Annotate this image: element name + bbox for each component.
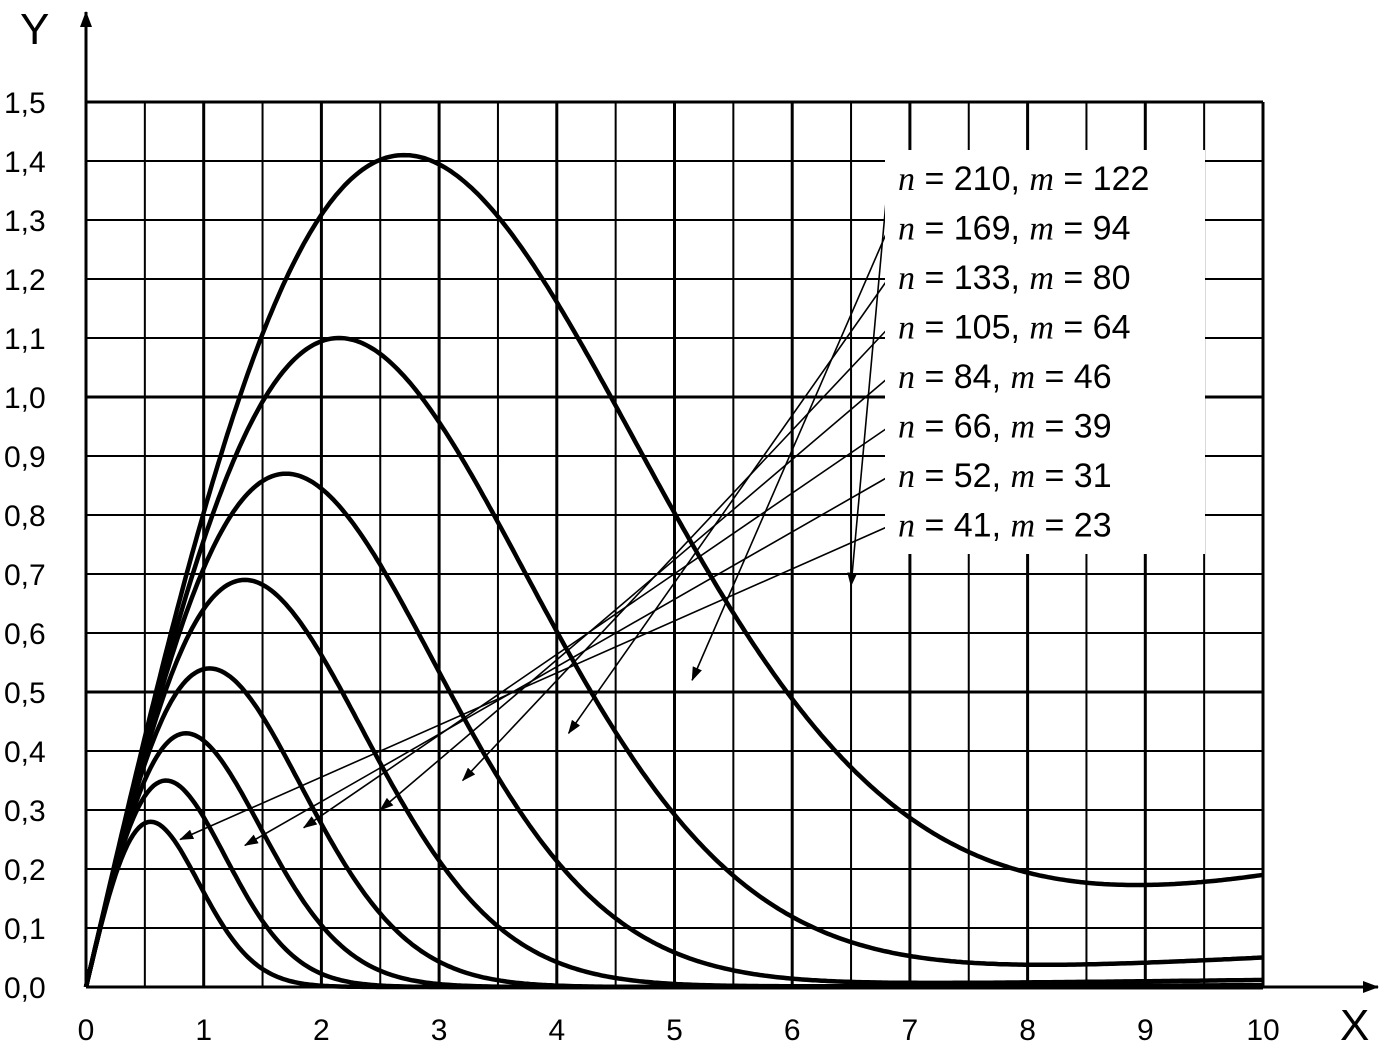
x-tick-label: 0 — [78, 1014, 95, 1047]
tick-labels: 0 1 2 3 4 5 6 7 8 9 10 0,0 0,1 0,2 0,3 0,4 0,5 0,6 0,7 0,8 0… — [4, 87, 1280, 1047]
series-line — [83, 819, 1263, 990]
legend-entry: n = 84, m = 46 — [898, 358, 1112, 396]
x-tick-label: 7 — [902, 1014, 919, 1047]
legend-arrow — [691, 229, 889, 682]
x-tick-label: 3 — [431, 1014, 448, 1047]
legend-arrow — [379, 377, 889, 811]
legend-entry: n = 52, m = 31 — [898, 457, 1112, 495]
x-tick-label: 2 — [313, 1014, 330, 1047]
y-tick-label: 1,5 — [4, 87, 46, 120]
series-line — [83, 471, 1264, 988]
legend-arrow — [567, 278, 889, 735]
y-tick-label: 1,3 — [4, 205, 46, 238]
y-tick-label: 0,7 — [4, 559, 46, 592]
x-axis-label: X — [1340, 1001, 1369, 1048]
y-tick-label: 0,3 — [4, 795, 46, 828]
series-line — [83, 335, 1264, 988]
legend-entry: n = 105, m = 64 — [898, 309, 1131, 347]
y-tick-label: 0,6 — [4, 618, 46, 651]
y-tick-label: 0,9 — [4, 441, 46, 474]
y-tick-label: 1,4 — [4, 146, 46, 179]
legend-arrow — [179, 525, 889, 841]
y-tick-label: 1,2 — [4, 264, 46, 297]
y-tick-label: 0,0 — [4, 972, 46, 1005]
legend: n = 210, m = 122 n = 169, m = 94 n = 133, … — [898, 160, 1149, 545]
legend-entry: n = 133, m = 80 — [898, 259, 1131, 297]
x-tick-label: 8 — [1019, 1014, 1036, 1047]
x-tick-label: 5 — [666, 1014, 683, 1047]
series-curves — [83, 152, 1264, 990]
legend-arrow — [302, 426, 889, 829]
legend-arrow — [461, 327, 889, 782]
legend-entry: n = 41, m = 23 — [898, 507, 1112, 545]
x-tick-label: 4 — [548, 1014, 565, 1047]
x-tick-label: 1 — [195, 1014, 212, 1047]
legend-arrows — [179, 179, 889, 847]
legend-arrow — [244, 476, 889, 847]
series-line — [83, 152, 1264, 988]
x-tick-label: 10 — [1246, 1014, 1279, 1047]
y-tick-label: 1,0 — [4, 382, 46, 415]
legend-entry: n = 169, m = 94 — [898, 210, 1131, 248]
legend-entry: n = 210, m = 122 — [898, 160, 1149, 198]
legend-arrow — [847, 179, 889, 587]
x-tick-label: 6 — [784, 1014, 801, 1047]
y-tick-label: 0,4 — [4, 736, 46, 769]
y-axis-label: Y — [20, 5, 49, 54]
legend-entry: n = 66, m = 39 — [898, 408, 1112, 446]
x-tick-label: 9 — [1137, 1014, 1154, 1047]
y-tick-label: 0,8 — [4, 500, 46, 533]
y-tick-label: 1,1 — [4, 323, 46, 356]
y-tick-label: 0,5 — [4, 677, 46, 710]
y-tick-label: 0,1 — [4, 913, 46, 946]
y-tick-label: 0,2 — [4, 854, 46, 887]
legend-background — [885, 150, 1205, 554]
